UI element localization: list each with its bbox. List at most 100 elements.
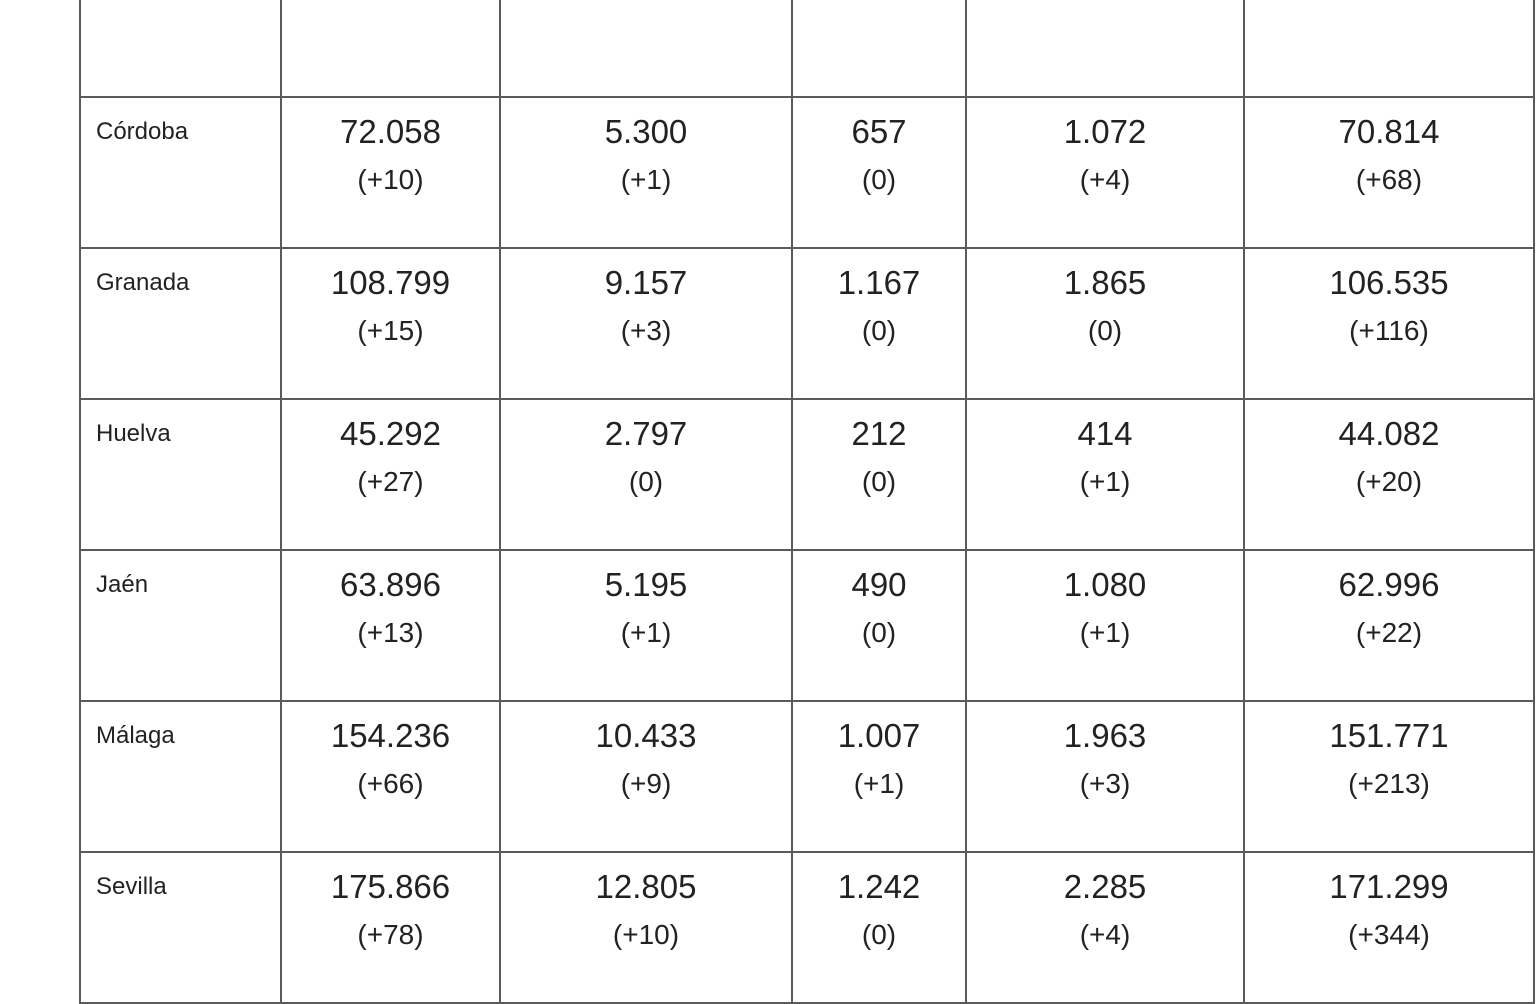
cell-value: 1.963 [1063, 717, 1147, 754]
province-name [79, 0, 282, 98]
table-cell: 70.814 (+68) [1243, 96, 1535, 249]
cell-value: 490 [851, 566, 907, 603]
table-cell: 1.242 (0) [791, 851, 967, 1004]
table-cell: 175.866 (+78) [280, 851, 501, 1004]
table-cell: 2.285 (+4) [965, 851, 1245, 1004]
table-row: Jaén 63.896 (+13) 5.195 (+1) 490 (0) 1.080 (+1) 6… [79, 549, 1535, 702]
table-row: (+30)(+1)(0)(+2)(+112) [79, 0, 1535, 98]
table-cell: 62.996 (+22) [1243, 549, 1535, 702]
province-name: Jaén [79, 549, 282, 702]
table-cell: 12.805 (+10) [499, 851, 793, 1004]
cell-value: 70.814 [1338, 113, 1440, 150]
table-cell: 63.896 (+13) [280, 549, 501, 702]
table-cell: 9.157 (+3) [499, 247, 793, 400]
table-cell: 108.799 (+15) [280, 247, 501, 400]
cell-change: (+1) [620, 617, 672, 648]
province-name: Sevilla [79, 851, 282, 1004]
cell-value: 154.236 [330, 717, 451, 754]
table-cell: (+30) [280, 0, 501, 98]
table-cell: 1.007 (+1) [791, 700, 967, 853]
cell-change: (0) [861, 617, 897, 648]
cell-change: (+4) [1079, 164, 1131, 195]
cell-value: 106.535 [1329, 264, 1449, 301]
table-cell: 5.300 (+1) [499, 96, 793, 249]
cell-change: (+20) [1355, 466, 1423, 497]
cell-change: (+116) [1349, 315, 1429, 346]
cell-change: (+9) [620, 768, 672, 799]
table-cell: 44.082 (+20) [1243, 398, 1535, 551]
table-row: Málaga 154.236 (+66) 10.433 (+9) 1.007 (+1) 1.9… [79, 700, 1535, 853]
cell-change: (+3) [1079, 768, 1131, 799]
table-cell: 1.080 (+1) [965, 549, 1245, 702]
cell-value: 1.865 [1063, 264, 1147, 301]
cell-change: (0) [861, 315, 897, 346]
cell-value: 657 [851, 113, 907, 150]
province-name: Huelva [79, 398, 282, 551]
table-cell: 171.299 (+344) [1243, 851, 1535, 1004]
cell-change: (+1) [853, 768, 905, 799]
cell-change: (+66) [357, 768, 424, 799]
cell-value: 2.797 [604, 415, 688, 452]
cell-change: (+4) [1079, 919, 1131, 950]
table-cell: (+112) [1243, 0, 1535, 98]
cell-value: 2.285 [1063, 868, 1147, 905]
province-name: Granada [79, 247, 282, 400]
cell-change: (+10) [357, 164, 424, 195]
cell-change: (0) [861, 466, 897, 497]
table-cell: 1.072 (+4) [965, 96, 1245, 249]
cell-value: 63.896 [340, 566, 441, 603]
cell-change: (+3) [620, 315, 672, 346]
cell-change: (+1) [620, 164, 672, 195]
cell-value: 175.866 [330, 868, 451, 905]
cell-change: (+68) [1355, 164, 1423, 195]
cell-change: (+78) [357, 919, 424, 950]
cell-value: 72.058 [340, 113, 441, 150]
table-cell: 154.236 (+66) [280, 700, 501, 853]
table-cell: 1.167 (0) [791, 247, 967, 400]
cell-value: 1.072 [1063, 113, 1147, 150]
table-cell: (0) [791, 0, 967, 98]
cell-value: 5.300 [604, 113, 688, 150]
province-name: Málaga [79, 700, 282, 853]
cell-change: (0) [861, 919, 897, 950]
cell-value: 1.242 [837, 868, 921, 905]
cell-change: (+344) [1348, 919, 1430, 950]
cell-value: 212 [851, 415, 907, 452]
table-cell: (+1) [499, 0, 793, 98]
table-cell: 151.771 (+213) [1243, 700, 1535, 853]
table-cell: 5.195 (+1) [499, 549, 793, 702]
cell-value: 12.805 [595, 868, 697, 905]
cell-change: (0) [861, 164, 897, 195]
province-data-table: (+30)(+1)(0)(+2)(+112)Córdoba72.058(+10)… [79, 0, 1535, 1004]
cell-change: (+1) [1079, 617, 1131, 648]
cell-change: (0) [628, 466, 664, 497]
table-cell: 72.058 (+10) [280, 96, 501, 249]
cell-change: (+22) [1355, 617, 1423, 648]
cell-value: 5.195 [604, 566, 688, 603]
table-cell: 657 (0) [791, 96, 967, 249]
cell-value: 171.299 [1329, 868, 1449, 905]
table-cell: 490 (0) [791, 549, 967, 702]
cell-change: (+1) [1079, 466, 1131, 497]
table-row: Córdoba 72.058 (+10) 5.300 (+1) 657 (0) 1.072 (+… [79, 96, 1535, 249]
table-row: Huelva 45.292 (+27) 2.797 (0) 212 (0) 414 (+1) 44… [79, 398, 1535, 551]
cell-change: (+13) [357, 617, 424, 648]
cell-value: 414 [1077, 415, 1133, 452]
table-cell: 212 (0) [791, 398, 967, 551]
table-cell: 414 (+1) [965, 398, 1245, 551]
table-cell: 45.292 (+27) [280, 398, 501, 551]
cell-value: 10.433 [595, 717, 697, 754]
cell-change: (+10) [612, 919, 680, 950]
cell-value: 45.292 [340, 415, 441, 452]
table-cell: (+2) [965, 0, 1245, 98]
cell-change: (+27) [357, 466, 424, 497]
table-cell: 106.535 (+116) [1243, 247, 1535, 400]
cell-value: 1.007 [837, 717, 921, 754]
cell-value: 108.799 [330, 264, 451, 301]
table-cell: 10.433 (+9) [499, 700, 793, 853]
cell-value: 1.080 [1063, 566, 1147, 603]
cell-change: (0) [1087, 315, 1123, 346]
cell-change: (+213) [1348, 768, 1430, 799]
table-cell: 2.797 (0) [499, 398, 793, 551]
cell-value: 62.996 [1338, 566, 1440, 603]
